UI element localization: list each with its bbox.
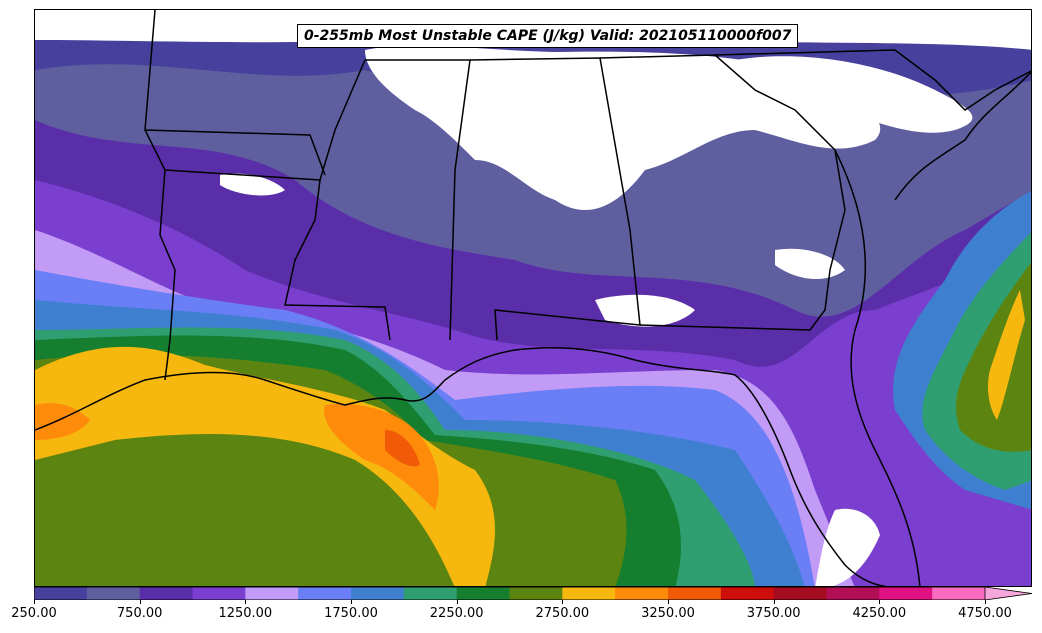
colorbar-tick-label: 3250.00 bbox=[641, 606, 695, 621]
colorbar-tick-mark bbox=[456, 600, 458, 604]
colorbar-segment bbox=[86, 587, 141, 600]
state-border-georgia bbox=[599, 54, 846, 331]
cape-band-3250 bbox=[385, 430, 420, 467]
colorbar-tick-mark bbox=[668, 600, 669, 604]
colorbar-segment bbox=[245, 587, 299, 600]
colorbar-tick-mark bbox=[245, 600, 247, 604]
colorbar-segment bbox=[932, 587, 986, 600]
no-cape-patch-1 bbox=[220, 173, 285, 196]
colorbar-segment bbox=[34, 587, 88, 600]
colorbar-tick-mark bbox=[879, 600, 881, 604]
colorbar-tick-mark bbox=[562, 600, 564, 604]
cape-band-atlantic-2750 bbox=[987, 290, 1025, 420]
colorbar-tick-label: 250.00 bbox=[11, 606, 57, 621]
colorbar-segment bbox=[403, 587, 458, 600]
colorbar-segment bbox=[192, 587, 246, 600]
state-border-alabama bbox=[469, 57, 641, 341]
cape-band-3000 bbox=[324, 403, 439, 510]
coastline-carolina bbox=[894, 70, 1031, 201]
mississippi-river-border bbox=[319, 59, 366, 181]
colorbar-tick-label: 4750.00 bbox=[958, 606, 1012, 621]
no-cape-region-northeast bbox=[735, 56, 973, 133]
colorbar-segment bbox=[509, 587, 563, 600]
no-cape-patch-3 bbox=[775, 248, 845, 280]
colorbar-tick-mark bbox=[139, 600, 141, 604]
cape-band-2750 bbox=[35, 346, 495, 586]
colorbar-tick-label: 3750.00 bbox=[746, 606, 801, 621]
coastline-atlantic-georgia-florida bbox=[834, 149, 921, 586]
coastline-gulf bbox=[35, 346, 887, 586]
colorbar bbox=[34, 587, 1033, 600]
colorbar-tick-mark bbox=[34, 600, 35, 604]
cape-fill-layer bbox=[35, 10, 1031, 586]
colorbar-tick-mark bbox=[773, 600, 775, 604]
boundary-lines bbox=[35, 10, 1031, 586]
colorbar-tick-mark bbox=[351, 600, 352, 604]
colorbar-tick-label: 1250.00 bbox=[218, 606, 273, 621]
colorbar-tick-label: 750.00 bbox=[116, 606, 163, 621]
colorbar-segment bbox=[773, 587, 827, 600]
state-border-mississippi-alabama bbox=[365, 59, 471, 341]
no-cape-patch-2 bbox=[595, 294, 695, 327]
colorbar-segment bbox=[139, 587, 193, 600]
colorbar-extend-arrow bbox=[984, 587, 1033, 600]
state-border-arkansas-north bbox=[144, 129, 326, 176]
no-cape-patch-florida bbox=[815, 508, 880, 586]
map-panel: 0-255mb Most Unstable CAPE (J/kg) Valid:… bbox=[34, 9, 1032, 587]
colorbar-segment bbox=[298, 587, 352, 600]
colorbar-tick-label: 2750.00 bbox=[535, 606, 590, 621]
colorbar-segment bbox=[562, 587, 616, 600]
colorbar-segment bbox=[351, 587, 405, 600]
colorbar-tick-label: 4250.00 bbox=[852, 606, 907, 621]
state-border-carolinas bbox=[714, 49, 1031, 111]
colorbar-tick-label: 2250.00 bbox=[429, 606, 484, 621]
cape-map bbox=[35, 10, 1031, 586]
map-title: 0-255mb Most Unstable CAPE (J/kg) Valid:… bbox=[297, 24, 799, 48]
colorbar-segment bbox=[456, 587, 510, 600]
colorbar-tick-label: 1750.00 bbox=[324, 606, 378, 621]
colorbar-segment bbox=[826, 587, 880, 600]
colorbar-segment bbox=[720, 587, 775, 600]
colorbar-segment bbox=[879, 587, 933, 600]
colorbar-segment bbox=[668, 587, 722, 600]
colorbar-tick-mark bbox=[985, 600, 986, 604]
colorbar-segment bbox=[615, 587, 669, 600]
